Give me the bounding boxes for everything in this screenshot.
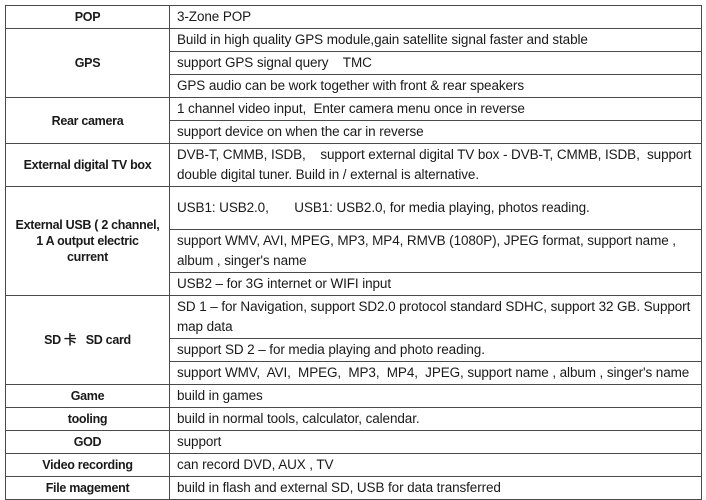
table-row: tooling build in normal tools, calculato… [5, 407, 702, 431]
detail-cell-sd-1: SD 1 – for Navigation, support SD2.0 pro… [169, 295, 702, 339]
table-row: GOD support [5, 430, 702, 454]
table-row: Rear camera 1 channel video input, Enter… [5, 97, 702, 144]
table-row: support WMV, AVI, MPEG, MP3, MP4, RMVB (… [6, 229, 702, 273]
detail-cell-game: build in games [169, 384, 702, 408]
detail-cell-gps-3: GPS audio can be work together with fron… [169, 74, 702, 98]
feature-cell-sd-card: SD 卡 SD card [5, 295, 170, 385]
detail-cell-usb-3: USB2 – for 3G internet or WIFI input [169, 272, 702, 296]
detail-cell-pop: 3-Zone POP [169, 5, 702, 29]
feature-cell-rear-camera: Rear camera [5, 97, 170, 144]
detail-cell-tv-box: DVB-T, CMMB, ISDB, support external digi… [169, 143, 702, 187]
spec-table: POP 3-Zone POP GPS Build in high quality… [5, 5, 702, 500]
table-row: support GPS signal query TMC [6, 51, 702, 75]
feature-cell-file-management: File magement [5, 476, 170, 500]
feature-cell-tooling: tooling [5, 407, 170, 431]
feature-cell-pop: POP [5, 5, 170, 29]
feature-cell-external-digital-tv-box: External digital TV box [5, 143, 170, 187]
detail-cell-usb-2: support WMV, AVI, MPEG, MP3, MP4, RMVB (… [169, 229, 702, 273]
detail-cell-usb-1: USB1: USB2.0, USB1: USB2.0, for media pl… [169, 186, 702, 230]
table-row: support device on when the car in revers… [6, 120, 702, 144]
feature-cell-video-recording: Video recording [5, 453, 170, 477]
table-row: External digital TV box DVB-T, CMMB, ISD… [5, 143, 702, 187]
table-row: Video recording can record DVD, AUX , TV [5, 453, 702, 477]
detail-cell-sd-3: support WMV, AVI, MPEG, MP3, MP4, JPEG, … [169, 361, 702, 385]
table-row: support WMV, AVI, MPEG, MP3, MP4, JPEG, … [6, 361, 702, 385]
table-row: File magement build in flash and externa… [5, 476, 702, 500]
detail-cell-video-recording: can record DVD, AUX , TV [169, 453, 702, 477]
detail-cell-gps-1: Build in high quality GPS module,gain sa… [169, 28, 702, 52]
feature-cell-gps: GPS [5, 28, 170, 98]
table-row: Game build in games [5, 384, 702, 408]
detail-cell-gps-2: support GPS signal query TMC [169, 51, 702, 75]
detail-cell-tooling: build in normal tools, calculator, calen… [169, 407, 702, 431]
detail-cell-sd-2: support SD 2 – for media playing and pho… [169, 338, 702, 362]
feature-cell-game: Game [5, 384, 170, 408]
table-row: SD 卡 SD card SD 1 – for Navigation, supp… [5, 295, 702, 385]
feature-cell-external-usb: External USB ( 2 channel, 1 A output ele… [5, 186, 170, 296]
detail-cell-rear-camera-2: support device on when the car in revers… [169, 120, 702, 144]
feature-cell-god: GOD [5, 430, 170, 454]
detail-cell-rear-camera-1: 1 channel video input, Enter camera menu… [169, 97, 702, 121]
spec-sheet-page: POP 3-Zone POP GPS Build in high quality… [0, 5, 706, 500]
table-row: GPS Build in high quality GPS module,gai… [5, 28, 702, 98]
table-row: USB2 – for 3G internet or WIFI input [6, 272, 702, 296]
table-row: External USB ( 2 channel, 1 A output ele… [5, 186, 702, 296]
detail-cell-file-management: build in flash and external SD, USB for … [169, 476, 702, 500]
detail-cell-god: support [169, 430, 702, 454]
table-row: POP 3-Zone POP [5, 5, 702, 29]
